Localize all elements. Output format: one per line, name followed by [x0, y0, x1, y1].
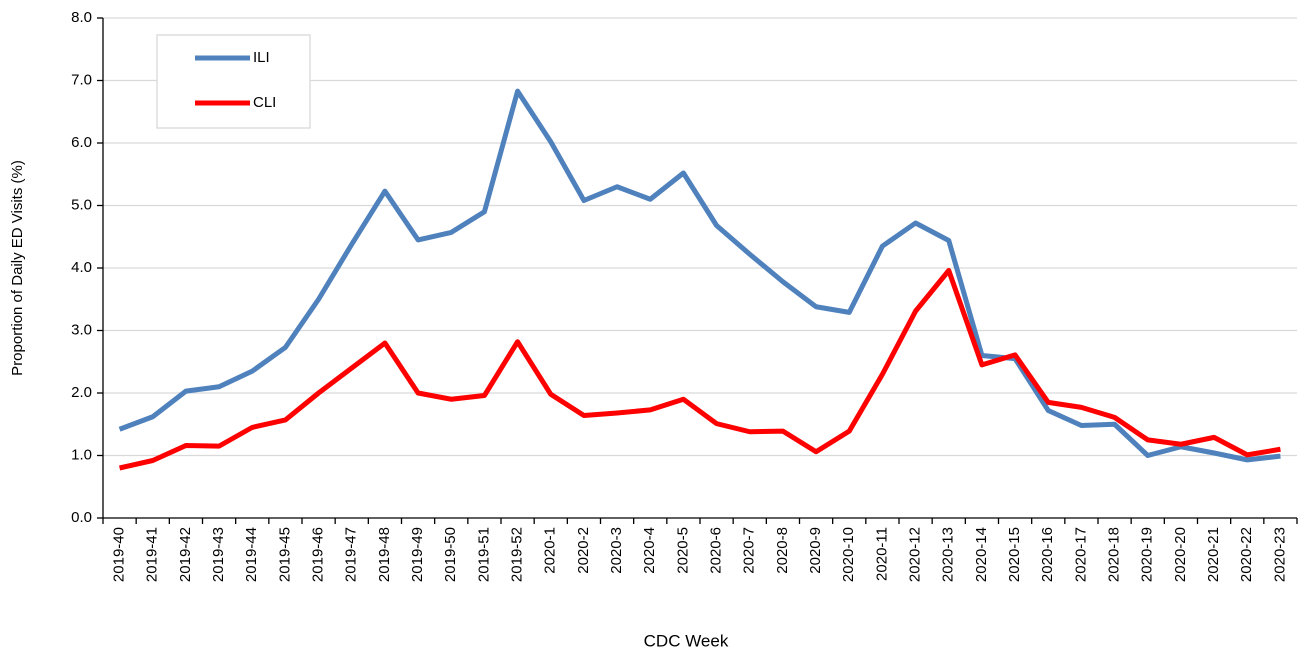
x-tick-label: 2020-20	[1172, 527, 1189, 582]
legend-label: ILI	[253, 49, 270, 66]
x-tick-label: 2020-17	[1072, 527, 1089, 582]
x-tick-label: 2020-5	[674, 527, 691, 574]
x-tick-label: 2020-6	[708, 527, 725, 574]
x-tick-label: 2020-22	[1238, 527, 1255, 582]
y-tick-label: 0.0	[71, 509, 92, 526]
y-tick-label: 1.0	[71, 446, 92, 463]
legend: ILI CLI	[156, 34, 311, 129]
y-tick-label: 7.0	[71, 71, 92, 88]
x-tick-label: 2020-8	[774, 527, 791, 574]
x-tick-label: 2019-42	[177, 527, 194, 582]
x-tick-label: 2020-4	[641, 527, 658, 574]
y-tick-label: 5.0	[71, 196, 92, 213]
x-tick-label: 2019-44	[243, 527, 260, 582]
legend-box	[156, 34, 311, 129]
x-tick-label: 2019-45	[276, 527, 293, 582]
x-tick-label: 2019-48	[376, 527, 393, 582]
x-tick-label: 2020-10	[840, 527, 857, 582]
legend-label: CLI	[253, 94, 276, 111]
y-tick-label: 8.0	[71, 9, 92, 26]
series-line	[118, 88, 1281, 463]
x-tick-label: 2020-14	[973, 527, 990, 582]
x-tick-label: 2020-18	[1106, 527, 1123, 582]
x-tick-label: 2019-46	[310, 527, 327, 582]
x-tick-label: 2019-52	[509, 527, 526, 582]
x-tick-label: 2020-11	[873, 527, 890, 581]
x-tick-label: 2020-12	[907, 527, 924, 582]
x-tick-label: 2020-16	[1039, 527, 1056, 582]
y-tick-label: 4.0	[71, 259, 92, 276]
x-tick-label: 2020-19	[1139, 527, 1156, 582]
x-tick-label: 2020-9	[807, 527, 824, 574]
series-line	[119, 268, 1281, 471]
x-tick-label: 2020-13	[940, 527, 957, 582]
x-tick-label: 2020-23	[1271, 527, 1288, 582]
x-tick-label: 2020-21	[1205, 527, 1222, 582]
y-axis-title: Proportion of Daily ED Visits (%)	[9, 160, 26, 376]
x-axis-title: CDC Week	[644, 631, 729, 650]
x-tick-label: 2019-41	[144, 527, 161, 582]
x-tick-label: 2020-1	[542, 527, 559, 574]
x-tick-label: 2020-15	[1006, 527, 1023, 582]
x-tick-label: 2019-40	[111, 527, 128, 582]
x-tick-label: 2020-2	[575, 527, 592, 574]
x-tick-label: 2019-49	[409, 527, 426, 582]
x-tick-label: 2019-51	[475, 527, 492, 582]
x-tick-label: 2020-7	[741, 527, 758, 574]
x-tick-label: 2020-3	[608, 527, 625, 574]
x-tick-label: 2019-47	[343, 527, 360, 582]
x-tick-label: 2019-43	[210, 527, 227, 582]
y-tick-label: 2.0	[71, 384, 92, 401]
y-tick-label: 6.0	[71, 134, 92, 151]
y-tick-label: 3.0	[71, 321, 92, 338]
x-tick-label: 2019-50	[442, 527, 459, 582]
